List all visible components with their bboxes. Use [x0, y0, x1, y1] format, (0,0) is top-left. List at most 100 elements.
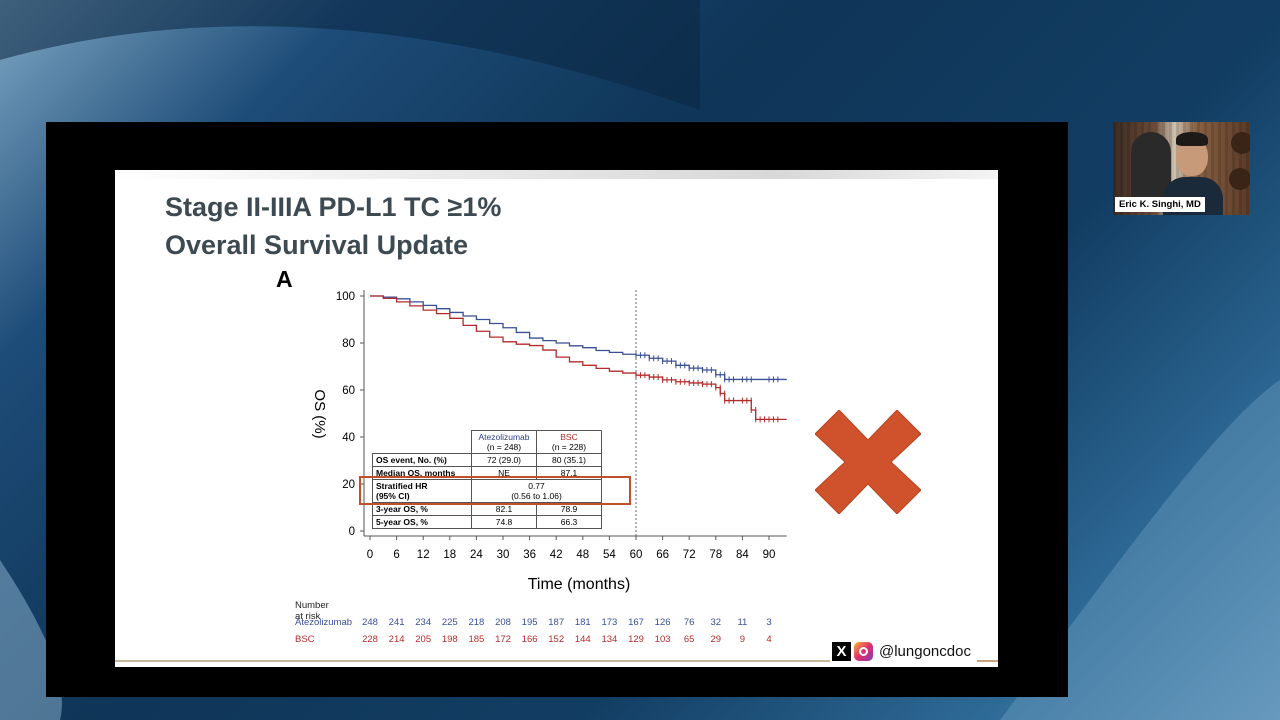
slide-title-line2: Overall Survival Update	[165, 230, 469, 260]
risk-value-bsc: 134	[601, 634, 618, 645]
risk-value-atezolizumab: 241	[388, 617, 405, 628]
risk-value-bsc: 166	[521, 634, 538, 645]
km-survival-chart: 0 20 40 60 80 100 0 6 12 18 24 30 36 42 48 54 60 66 72 78 84…	[311, 290, 787, 593]
risk-value-atezolizumab: 3	[766, 617, 772, 628]
bsc-col-n: (n = 228)	[551, 442, 587, 452]
risk-value-atezolizumab: 167	[628, 617, 644, 628]
y-tick-label: 60	[342, 385, 355, 397]
table-corner	[373, 431, 472, 454]
x-logo-icon: X	[832, 641, 851, 661]
risk-value-atezolizumab: 32	[710, 617, 722, 628]
x-tick-label: 24	[470, 549, 483, 561]
slide: Stage II-IIIA PD-L1 TC ≥1% Overall Survi…	[115, 170, 998, 667]
risk-value-bsc: 103	[654, 634, 671, 645]
series-line-atezolizumab	[370, 295, 787, 381]
row-label: OS event, No. (%)	[372, 453, 472, 467]
row-atz-value: 74.8	[471, 515, 537, 529]
panel-letter: A	[276, 266, 293, 292]
slide-title-line1: Stage II-IIIA PD-L1 TC ≥1%	[165, 192, 502, 222]
risk-value-atezolizumab: 248	[362, 617, 378, 628]
risk-value-bsc: 9	[739, 634, 746, 645]
atz-col-name: Atezolizumab	[478, 432, 530, 442]
risk-value-bsc: 185	[468, 634, 485, 645]
atz-col-n: (n = 248)	[486, 442, 522, 452]
x-tick-label: 30	[497, 549, 510, 561]
slide-top-bar	[115, 170, 998, 179]
risk-label-bsc: BSC	[295, 634, 315, 645]
x-tick-label: 60	[630, 549, 643, 561]
table-row: OS event, No. (%) 72 (29.0) 80 (35.1)	[372, 453, 602, 467]
x-tick-label: 18	[443, 549, 456, 561]
instagram-logo-icon	[854, 641, 873, 661]
risk-value-atezolizumab: 195	[521, 617, 538, 628]
risk-value-bsc: 214	[388, 634, 405, 645]
risk-value-atezolizumab: 234	[415, 617, 432, 628]
risk-value-atezolizumab: 11	[737, 617, 748, 628]
table-row: 3-year OS, % 82.1 78.9	[372, 502, 602, 516]
webcam-wall-decor	[1231, 132, 1250, 154]
risk-value-bsc: 29	[710, 634, 722, 645]
x-tick-label: 54	[603, 549, 616, 561]
social-handle: X @lungoncdoc	[832, 639, 971, 663]
x-tick-label: 84	[736, 549, 749, 561]
row-bsc-value: 80 (35.1)	[536, 453, 602, 467]
table-header-bsc: BSC (n = 228)	[536, 430, 602, 454]
risk-value-atezolizumab: 187	[548, 617, 565, 628]
x-axis-label: Time (months)	[528, 576, 631, 593]
x-tick-label: 36	[523, 549, 536, 561]
risk-value-bsc: 152	[548, 634, 565, 645]
row-atz-value: 72 (29.0)	[471, 453, 537, 467]
hr-label: Stratified HR	[376, 481, 428, 491]
row-bsc-value: 66.3	[536, 515, 602, 529]
table-row: 5-year OS, % 74.8 66.3	[372, 515, 602, 529]
risk-value-bsc: 228	[362, 634, 378, 645]
y-tick-label: 100	[336, 291, 355, 303]
risk-value-atezolizumab: 76	[683, 617, 695, 628]
hr-ci-value: (0.56 to 1.06)	[511, 491, 562, 501]
hr-value: 0.77	[528, 481, 545, 491]
risk-value-bsc: 198	[441, 634, 458, 645]
chart-ticks: 0 20 40 60 80 100 0 6 12 18 24 30 36 42 48 54 60 66 72 78 84…	[336, 291, 776, 561]
table-header-atezolizumab: Atezolizumab (n = 248)	[471, 430, 537, 454]
hr-value-cell: 0.77 (0.56 to 1.06)	[471, 479, 602, 503]
risk-value-bsc: 172	[495, 634, 511, 645]
chart-series	[370, 290, 787, 536]
y-tick-label: 20	[342, 479, 355, 491]
risk-value-atezolizumab: 126	[654, 617, 671, 628]
x-tick-label: 90	[763, 549, 776, 561]
y-tick-label: 0	[349, 526, 355, 538]
x-tick-label: 78	[709, 549, 722, 561]
webcam-wall-decor	[1229, 168, 1250, 190]
risk-value-atezolizumab: 181	[574, 617, 591, 628]
red-x-mark-icon	[815, 410, 921, 514]
x-tick-label: 0	[367, 549, 373, 561]
hr-ci-label: (95% CI)	[376, 491, 410, 501]
risk-value-bsc: 4	[766, 634, 772, 645]
risk-value-atezolizumab: 173	[601, 617, 618, 628]
series-line-bsc	[370, 295, 787, 421]
row-label: Stratified HR (95% CI)	[372, 479, 472, 503]
x-tick-label: 72	[683, 549, 696, 561]
speaker-name: Eric K. Singhi, MD	[1115, 197, 1205, 212]
x-tick-label: 66	[656, 549, 669, 561]
risk-value-atezolizumab: 208	[495, 617, 511, 628]
risk-value-bsc: 144	[574, 634, 591, 645]
y-tick-label: 80	[342, 338, 355, 350]
summary-table: Atezolizumab (n = 248) BSC (n = 228) OS …	[372, 430, 602, 529]
risk-value-bsc: 205	[415, 634, 432, 645]
x-tick-label: 48	[576, 549, 589, 561]
footer-rule	[115, 660, 830, 662]
bsc-col-name: BSC	[560, 432, 578, 442]
row-label: 5-year OS, %	[372, 515, 472, 529]
x-tick-label: 12	[417, 549, 430, 561]
risk-value-bsc: 129	[628, 634, 644, 645]
social-handle-text: @lungoncdoc	[879, 642, 971, 660]
x-tick-label: 6	[393, 549, 399, 561]
hr-highlight-box	[359, 476, 631, 505]
webcam-feed: Eric K. Singhi, MD	[1113, 122, 1250, 215]
y-axis-label: OS (%)	[311, 389, 328, 438]
risk-value-atezolizumab: 218	[468, 617, 485, 628]
x-tick-label: 42	[550, 549, 563, 561]
table-row-hr: Stratified HR (95% CI) 0.77 (0.56 to 1.0…	[372, 479, 602, 503]
y-tick-label: 40	[342, 432, 355, 444]
